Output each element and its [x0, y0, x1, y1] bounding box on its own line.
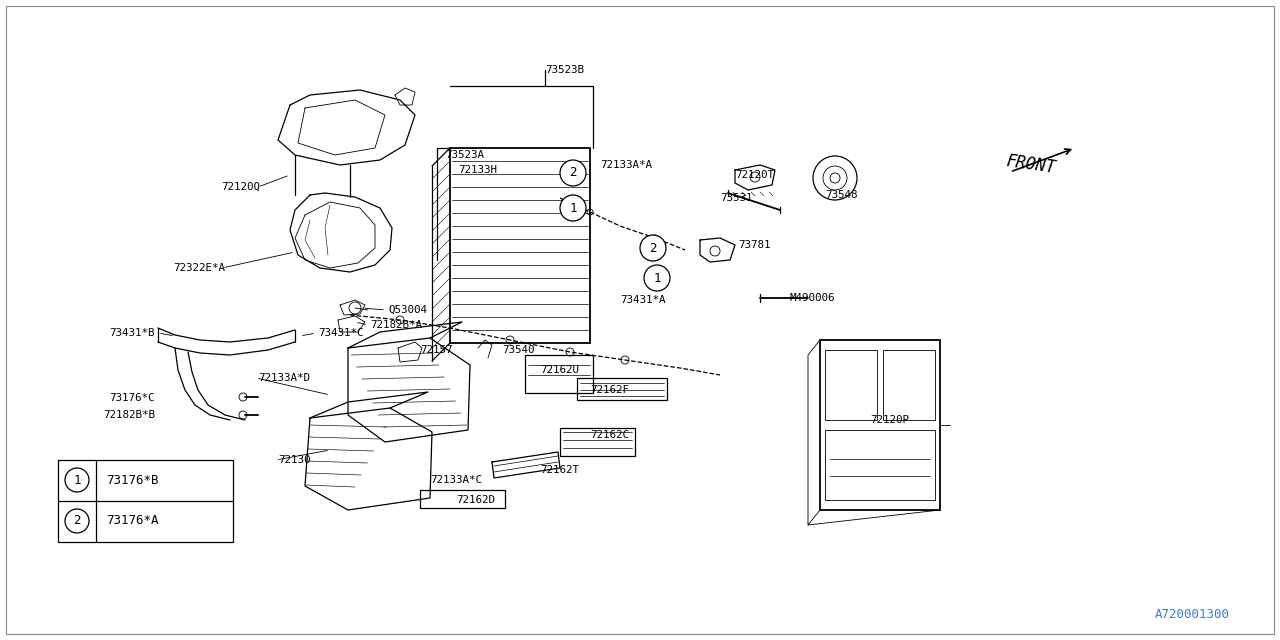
Text: A720001300: A720001300 [1155, 609, 1230, 621]
Text: 72120T: 72120T [735, 170, 774, 180]
Text: 73523A: 73523A [445, 150, 484, 160]
Bar [420, 490, 506, 508]
Circle shape [644, 265, 669, 291]
Text: 72120P: 72120P [870, 415, 909, 425]
Circle shape [65, 509, 90, 533]
Bar [826, 430, 934, 500]
Text: 73176*A: 73176*A [106, 515, 159, 527]
Circle shape [640, 235, 666, 261]
Text: 72162C: 72162C [590, 430, 628, 440]
Bar [883, 350, 934, 420]
Text: 73523B: 73523B [545, 65, 584, 75]
Circle shape [65, 468, 90, 492]
Text: 73548: 73548 [826, 190, 858, 200]
Text: 2: 2 [570, 166, 577, 179]
Text: 72162U: 72162U [540, 365, 579, 375]
Text: 72162F: 72162F [590, 385, 628, 395]
Text: 73781: 73781 [739, 240, 771, 250]
Text: 72162D: 72162D [456, 495, 495, 505]
Bar [826, 350, 877, 420]
Text: 72157: 72157 [420, 345, 453, 355]
Text: 1: 1 [653, 271, 660, 285]
Text: 1: 1 [570, 202, 577, 214]
Text: 72130: 72130 [278, 455, 311, 465]
Text: 72162T: 72162T [540, 465, 579, 475]
Text: M490006: M490006 [790, 293, 836, 303]
Text: 72133H: 72133H [458, 165, 497, 175]
Text: 72182B*B: 72182B*B [102, 410, 155, 420]
Text: 2: 2 [649, 241, 657, 255]
Text: 72133A*A: 72133A*A [600, 160, 652, 170]
Text: Q53004: Q53004 [388, 305, 428, 315]
Text: 72133A*D: 72133A*D [259, 373, 310, 383]
Text: 73431*A: 73431*A [620, 295, 666, 305]
Text: 73431*B: 73431*B [110, 328, 155, 338]
Text: 72133A*C: 72133A*C [430, 475, 483, 485]
Text: 1: 1 [73, 474, 81, 486]
Bar [561, 428, 635, 456]
Bar [451, 148, 590, 343]
Text: 2: 2 [73, 515, 81, 527]
Text: 73540: 73540 [502, 345, 535, 355]
Text: FRONT: FRONT [1005, 152, 1057, 177]
Bar [820, 340, 940, 510]
Text: 72182B*A: 72182B*A [370, 320, 422, 330]
Text: 73176*B: 73176*B [106, 474, 159, 486]
Bar [525, 355, 593, 393]
Text: 73176*C: 73176*C [110, 393, 155, 403]
Text: 72120Q: 72120Q [221, 182, 260, 192]
Text: 73531: 73531 [719, 193, 753, 203]
Text: 73431*C: 73431*C [317, 328, 364, 338]
Bar [577, 378, 667, 400]
Circle shape [561, 195, 586, 221]
Text: 72322E*A: 72322E*A [173, 263, 225, 273]
Circle shape [561, 160, 586, 186]
Bar [58, 460, 233, 542]
